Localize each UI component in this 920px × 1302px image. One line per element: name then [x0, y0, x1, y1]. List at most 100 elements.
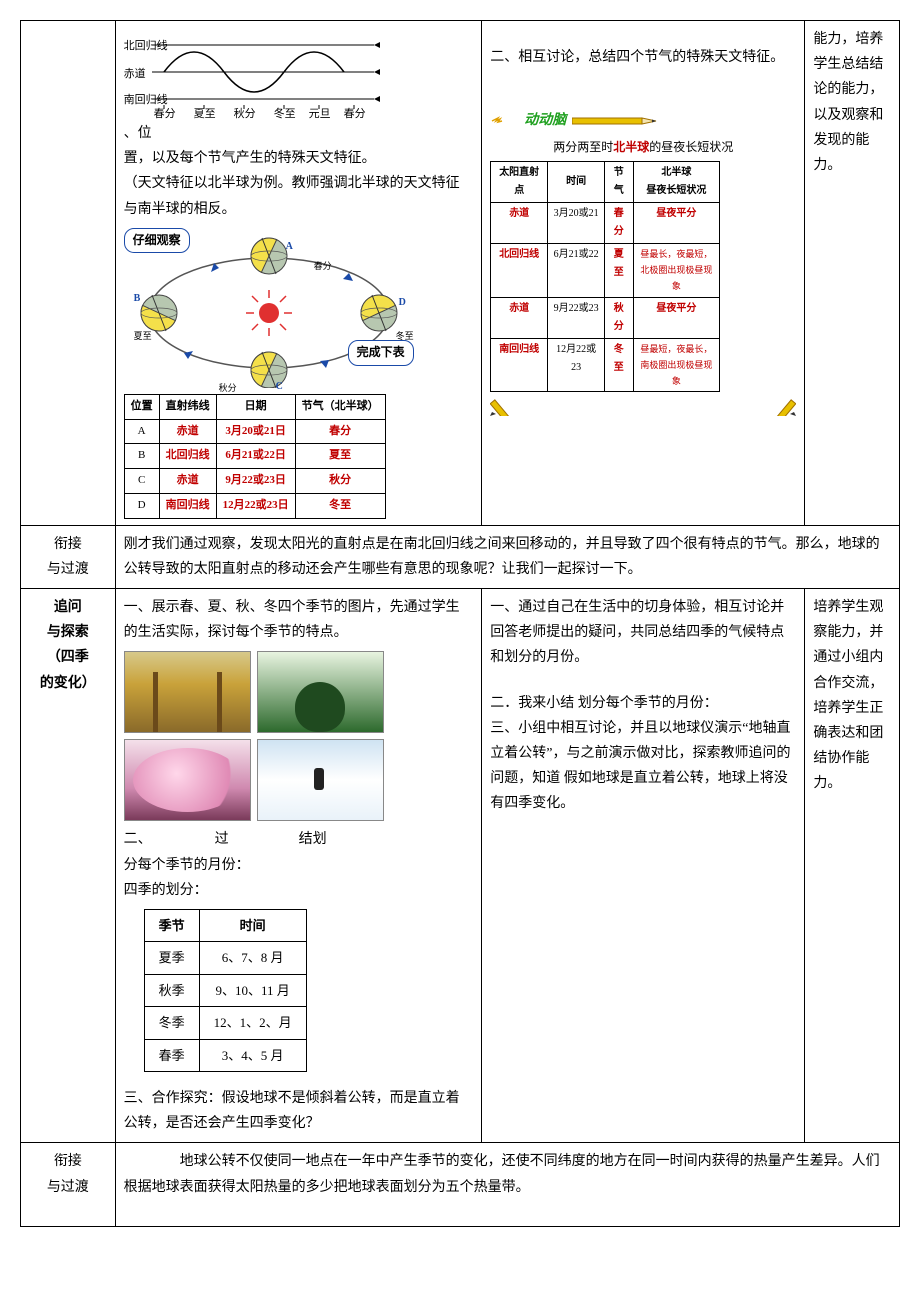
st-h0: 季节 — [144, 910, 199, 942]
st-r1c0: 秋季 — [144, 974, 199, 1006]
r3-t-p2-post: 结划 — [299, 832, 327, 847]
xl-2: 秋分 — [234, 105, 256, 125]
dt-r2c3: 昼夜平分 — [633, 297, 720, 338]
pill-complete: 完成下表 — [348, 340, 414, 366]
pill-observe: 仔细观察 — [124, 228, 190, 254]
st-h1: 时间 — [199, 910, 306, 942]
dt-r2c2: 秋分 — [605, 297, 633, 338]
r3-s-p2: 二．我来小结 划分每个季节的月份： — [490, 691, 796, 716]
lesson-plan-table: 北回归线 赤道 南回归线 春分 夏至 秋分 冬至 元旦 春分 、位 置，以及每个… — [20, 20, 900, 1227]
orbit-B: B — [134, 290, 141, 308]
dt-h1: 时间 — [548, 161, 605, 202]
ot-h2: 日期 — [216, 394, 295, 419]
lbl-north-tropic: 北回归线 — [124, 37, 168, 57]
r3-t-p3: 分每个季节的月份： — [124, 853, 474, 878]
brain-banner: 动动脑 — [490, 108, 796, 133]
orbit-C: C — [276, 378, 283, 396]
r3-t-p2-mid: 过 — [215, 832, 229, 847]
ot-r0c1: 赤道 — [159, 419, 216, 444]
brain-text: 动动脑 — [524, 108, 566, 133]
subsolar-sine-diagram: 北回归线 赤道 南回归线 春分 夏至 秋分 冬至 元旦 春分 — [124, 27, 384, 117]
r3-t-p2: 二、 过 结划 — [124, 827, 474, 852]
ot-r3c3: 冬至 — [295, 493, 385, 518]
row4-body: 地球公转不仅使同一地点在一年中产生季节的变化，还使不同纬度的地方在同一时间内获得… — [115, 1143, 899, 1226]
xl-3: 冬至 — [274, 105, 296, 125]
dt-r3c3: 昼最短，夜最长， 南极圈出现极昼现象 — [633, 338, 720, 392]
orbit-diagram: A B C D 春分 夏至 秋分 冬至 仔细观察 完成下表 — [124, 228, 414, 388]
st-r3c1: 3、4、5 月 — [199, 1039, 306, 1071]
ot-r1c3: 夏至 — [295, 444, 385, 469]
orbit-data-table: 位置 直射纬线 日期 节气（北半球） A赤道3月20或21日春分 B北回归线6月… — [124, 394, 386, 519]
st-r2c1: 12、1、2、月 — [199, 1007, 306, 1039]
row1-goal-cell: 能力，培养学生总结结论的能力，以及观察和发现的能力。 — [805, 21, 900, 526]
orbit-chunfen: 春分 — [314, 258, 332, 274]
ot-r1c2: 6月21或22日 — [216, 444, 295, 469]
season-division-table: 季节时间 夏季6、7、8 月 秋季9、10、11 月 冬季12、1、2、月 春季… — [144, 909, 307, 1072]
dt-r1c2: 夏至 — [605, 243, 633, 297]
dt-r3c0: 南回归线 — [491, 338, 548, 392]
xl-1: 夏至 — [194, 105, 216, 125]
st-pre: 两分两至时 — [553, 140, 613, 154]
ot-r0c3: 春分 — [295, 419, 385, 444]
text-after-sine-2: 置，以及每个节气产生的特殊天文特征。 — [124, 146, 474, 171]
st-r1c1: 9、10、11 月 — [199, 974, 306, 1006]
row1-student-cell: 二、相互讨论，总结四个节气的特殊天文特征。 动动脑 两分两至时北半球的昼夜长短状… — [482, 21, 805, 526]
ot-h1: 直射纬线 — [159, 394, 216, 419]
dt-r0c1: 3月20或21 — [548, 202, 605, 243]
row-transition-1: 衔接 与过渡 刚才我们通过观察，发现太阳光的直射点是在南北回归线之间来回移动的，… — [21, 525, 900, 588]
row3-goal: 培养学生观察能力，并通过小组内合作交流，培养学生正确表达和团结协作能力。 — [805, 589, 900, 1143]
text-after-sine-1: 、位 — [124, 126, 152, 141]
row3-teacher-cell: 一、展示春、夏、秋、冬四个季节的图片，先通过学生的生活实际，探讨每个季节的特点。… — [115, 589, 482, 1143]
row4-label: 衔接 与过渡 — [21, 1143, 116, 1226]
photo-winter — [257, 739, 384, 821]
st-r3c0: 春季 — [144, 1039, 199, 1071]
st-r0c1: 6、7、8 月 — [199, 942, 306, 974]
row-transition-2: 衔接 与过渡 地球公转不仅使同一地点在一年中产生季节的变化，还使不同纬度的地方在… — [21, 1143, 900, 1226]
dt-r2c1: 9月22或23 — [548, 297, 605, 338]
orbit-D: D — [399, 294, 406, 312]
season-photo-grid — [124, 651, 384, 821]
pencil-icon — [490, 396, 530, 416]
ot-r2c3: 秋分 — [295, 469, 385, 494]
xl-4: 元旦 — [309, 105, 331, 125]
row1-teacher-cell: 北回归线 赤道 南回归线 春分 夏至 秋分 冬至 元旦 春分 、位 置，以及每个… — [115, 21, 482, 526]
row2-label: 衔接 与过渡 — [21, 525, 116, 588]
orbit-qiufen: 秋分 — [219, 380, 237, 396]
dt-h0: 太阳直射点 — [491, 161, 548, 202]
dt-h2: 节气 — [605, 161, 633, 202]
ot-r2c2: 9月22或23日 — [216, 469, 295, 494]
r3-s-p1: 一、通过自己在生活中的切身体验，相互讨论并回答老师提出的疑问，共同总结四季的气候… — [490, 595, 796, 671]
row3-label: 追问 与探索 （四季 的变化） — [21, 589, 116, 1143]
burst-icon — [490, 116, 518, 126]
row-solstice: 北回归线 赤道 南回归线 春分 夏至 秋分 冬至 元旦 春分 、位 置，以及每个… — [21, 21, 900, 526]
row-seasons: 追问 与探索 （四季 的变化） 一、展示春、夏、秋、冬四个季节的图片，先通过学生… — [21, 589, 900, 1143]
ot-r2c1: 赤道 — [159, 469, 216, 494]
dt-r3c2: 冬至 — [605, 338, 633, 392]
st-r2c0: 冬季 — [144, 1007, 199, 1039]
orbit-xiazhi: 夏至 — [134, 328, 152, 344]
st-r0c0: 夏季 — [144, 942, 199, 974]
orbit-A: A — [286, 238, 293, 256]
ot-r1c0: B — [124, 444, 159, 469]
row4-body-text: 地球公转不仅使同一地点在一年中产生季节的变化，还使不同纬度的地方在同一时间内获得… — [124, 1149, 891, 1199]
dt-r1c0: 北回归线 — [491, 243, 548, 297]
st-post: 的昼夜长短状况 — [649, 140, 733, 154]
xl-0: 春分 — [154, 105, 176, 125]
ot-r3c2: 12月22或23日 — [216, 493, 295, 518]
ot-h3: 节气（北半球） — [295, 394, 385, 419]
dt-r3c1: 12月22或23 — [548, 338, 605, 392]
ot-r3c0: D — [124, 493, 159, 518]
pencil-icon — [756, 396, 796, 416]
status-title: 两分两至时北半球的昼夜长短状况 — [490, 137, 796, 159]
dt-h3: 北半球 昼夜长短状况 — [633, 161, 720, 202]
r3-t-p4: 四季的划分： — [124, 878, 474, 903]
dt-r1c3: 昼最长，夜最短， 北极圈出现极昼现象 — [633, 243, 720, 297]
r3-s-p3: 三、小组中相互讨论，并且以地球仪演示“地轴直立着公转”，与之前演示做对比，探索教… — [490, 716, 796, 817]
ot-r1c1: 北回归线 — [159, 444, 216, 469]
photo-spring — [124, 739, 251, 821]
row2-body: 刚才我们通过观察，发现太阳光的直射点是在南北回归线之间来回移动的，并且导致了四个… — [115, 525, 899, 588]
dt-r0c0: 赤道 — [491, 202, 548, 243]
r3-t-p1: 一、展示春、夏、秋、冬四个季节的图片，先通过学生的生活实际，探讨每个季节的特点。 — [124, 595, 474, 645]
r3-t-p2-pre: 二、 — [124, 832, 145, 847]
xl-5: 春分 — [344, 105, 366, 125]
